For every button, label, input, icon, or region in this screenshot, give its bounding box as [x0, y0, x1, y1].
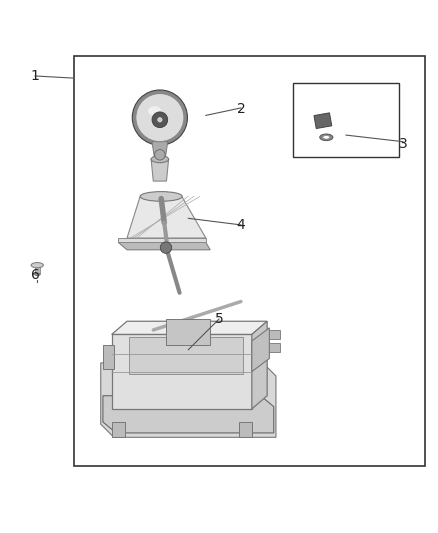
Circle shape	[160, 242, 172, 253]
Polygon shape	[103, 395, 274, 433]
Polygon shape	[118, 243, 210, 250]
Ellipse shape	[148, 106, 161, 116]
Circle shape	[155, 150, 165, 160]
Ellipse shape	[35, 273, 40, 276]
Polygon shape	[239, 422, 252, 437]
Ellipse shape	[151, 156, 169, 163]
Text: 1: 1	[31, 69, 39, 83]
Polygon shape	[112, 334, 252, 409]
Text: 5: 5	[215, 312, 223, 326]
Ellipse shape	[140, 191, 182, 201]
Polygon shape	[118, 238, 206, 243]
Bar	[293, 83, 399, 157]
Text: 3: 3	[399, 137, 407, 151]
Ellipse shape	[323, 135, 330, 139]
Circle shape	[152, 112, 168, 128]
Bar	[269, 343, 280, 352]
Polygon shape	[252, 328, 269, 372]
Polygon shape	[252, 321, 267, 409]
Text: 4: 4	[237, 218, 245, 232]
Text: 2: 2	[237, 102, 245, 116]
Ellipse shape	[320, 134, 333, 141]
Ellipse shape	[31, 263, 43, 268]
Bar	[314, 113, 332, 128]
Bar	[166, 319, 210, 345]
Bar	[74, 56, 425, 466]
Text: 6: 6	[31, 268, 39, 282]
Polygon shape	[151, 159, 169, 181]
Polygon shape	[112, 422, 125, 437]
Circle shape	[136, 93, 184, 142]
Polygon shape	[152, 142, 168, 159]
Polygon shape	[127, 197, 206, 238]
Circle shape	[157, 117, 162, 123]
Bar	[35, 265, 40, 274]
Polygon shape	[112, 321, 267, 334]
Bar	[269, 330, 280, 339]
Polygon shape	[101, 363, 276, 437]
Polygon shape	[129, 336, 243, 374]
Circle shape	[132, 90, 187, 145]
Polygon shape	[103, 345, 114, 369]
